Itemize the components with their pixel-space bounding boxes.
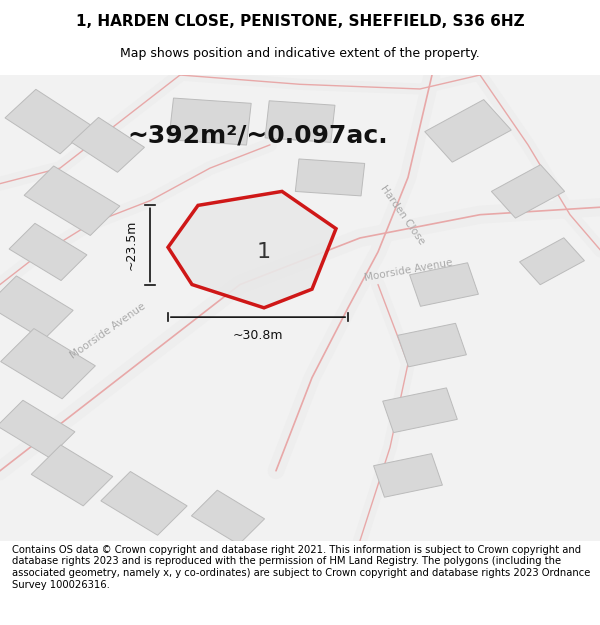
Text: 1: 1 — [257, 242, 271, 262]
Polygon shape — [295, 159, 365, 196]
Polygon shape — [191, 490, 265, 544]
Polygon shape — [491, 165, 565, 218]
Polygon shape — [24, 166, 120, 236]
Polygon shape — [520, 238, 584, 285]
Polygon shape — [374, 454, 442, 498]
Polygon shape — [9, 223, 87, 281]
Polygon shape — [1, 329, 95, 399]
Polygon shape — [169, 98, 251, 145]
Text: ~30.8m: ~30.8m — [233, 329, 283, 342]
Polygon shape — [0, 276, 73, 340]
Text: ~23.5m: ~23.5m — [125, 220, 138, 270]
Polygon shape — [31, 445, 113, 506]
Polygon shape — [410, 262, 478, 306]
Text: 1, HARDEN CLOSE, PENISTONE, SHEFFIELD, S36 6HZ: 1, HARDEN CLOSE, PENISTONE, SHEFFIELD, S… — [76, 14, 524, 29]
Polygon shape — [398, 323, 466, 367]
Polygon shape — [425, 99, 511, 162]
Text: Map shows position and indicative extent of the property.: Map shows position and indicative extent… — [120, 48, 480, 61]
Text: Moorside Avenue: Moorside Avenue — [68, 301, 148, 361]
Polygon shape — [101, 471, 187, 535]
Polygon shape — [5, 89, 91, 154]
Polygon shape — [0, 400, 75, 458]
Polygon shape — [71, 118, 145, 172]
Polygon shape — [265, 101, 335, 142]
Text: Moorside Avenue: Moorside Avenue — [363, 258, 453, 283]
Text: ~392m²/~0.097ac.: ~392m²/~0.097ac. — [128, 124, 388, 148]
Text: Harden Close: Harden Close — [378, 183, 426, 246]
Polygon shape — [168, 191, 336, 308]
Text: Contains OS data © Crown copyright and database right 2021. This information is : Contains OS data © Crown copyright and d… — [12, 545, 590, 589]
Polygon shape — [383, 388, 457, 432]
